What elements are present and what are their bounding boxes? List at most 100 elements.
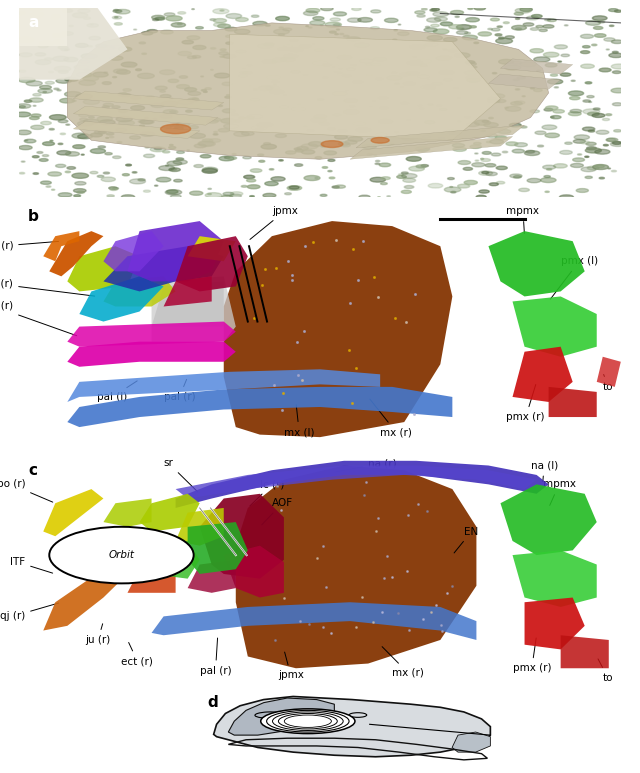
Circle shape <box>102 106 109 108</box>
Circle shape <box>398 126 402 128</box>
Circle shape <box>244 175 255 179</box>
Circle shape <box>113 156 121 158</box>
Circle shape <box>182 40 193 44</box>
Circle shape <box>547 169 552 170</box>
Circle shape <box>323 63 332 66</box>
Circle shape <box>354 43 370 48</box>
Circle shape <box>115 17 118 18</box>
Circle shape <box>201 76 204 77</box>
Circle shape <box>332 91 348 96</box>
Polygon shape <box>74 106 218 125</box>
Circle shape <box>221 196 233 199</box>
Circle shape <box>225 96 232 98</box>
Circle shape <box>90 172 98 174</box>
Circle shape <box>486 172 497 175</box>
Circle shape <box>337 73 346 76</box>
Circle shape <box>220 10 224 11</box>
Circle shape <box>595 34 606 37</box>
Circle shape <box>406 157 421 162</box>
Circle shape <box>226 42 234 44</box>
Circle shape <box>90 24 93 25</box>
Circle shape <box>105 152 112 155</box>
Circle shape <box>498 130 511 134</box>
Circle shape <box>101 177 115 182</box>
Circle shape <box>35 60 51 65</box>
Circle shape <box>522 96 525 97</box>
Circle shape <box>606 114 612 116</box>
Circle shape <box>118 110 127 112</box>
Circle shape <box>238 74 248 77</box>
Circle shape <box>112 106 120 108</box>
Circle shape <box>60 98 74 103</box>
Circle shape <box>466 18 479 22</box>
Circle shape <box>406 120 411 121</box>
Circle shape <box>17 130 31 135</box>
Circle shape <box>221 118 236 123</box>
Circle shape <box>312 43 315 44</box>
Circle shape <box>233 120 241 122</box>
Circle shape <box>214 73 230 78</box>
Circle shape <box>593 26 603 29</box>
Circle shape <box>458 97 461 98</box>
Circle shape <box>492 73 497 74</box>
Circle shape <box>444 38 457 42</box>
Circle shape <box>377 77 380 78</box>
Circle shape <box>75 182 86 185</box>
Polygon shape <box>188 522 248 574</box>
Circle shape <box>165 189 182 195</box>
Circle shape <box>196 26 204 29</box>
Circle shape <box>154 118 157 120</box>
Text: EN: EN <box>454 526 479 553</box>
Circle shape <box>187 36 200 39</box>
Circle shape <box>96 44 108 48</box>
Circle shape <box>84 70 90 71</box>
Circle shape <box>490 18 499 21</box>
Circle shape <box>438 132 447 135</box>
Circle shape <box>294 164 303 166</box>
Circle shape <box>53 40 63 43</box>
Circle shape <box>170 169 177 170</box>
Circle shape <box>564 142 572 145</box>
Circle shape <box>52 18 57 19</box>
Circle shape <box>169 168 180 172</box>
Circle shape <box>531 15 542 18</box>
Polygon shape <box>230 34 500 140</box>
Polygon shape <box>67 246 140 291</box>
Polygon shape <box>127 221 224 281</box>
Circle shape <box>499 60 514 64</box>
Circle shape <box>489 183 499 186</box>
Polygon shape <box>44 231 79 261</box>
Circle shape <box>90 133 102 137</box>
Circle shape <box>276 16 289 21</box>
Polygon shape <box>67 322 236 346</box>
Circle shape <box>260 106 268 107</box>
Circle shape <box>345 141 357 144</box>
Circle shape <box>428 104 433 106</box>
Circle shape <box>340 33 344 35</box>
Circle shape <box>381 182 387 185</box>
Circle shape <box>496 100 506 103</box>
Circle shape <box>577 154 582 155</box>
Text: c: c <box>28 463 37 478</box>
Circle shape <box>378 196 380 197</box>
Circle shape <box>545 191 549 192</box>
Polygon shape <box>188 237 236 261</box>
Polygon shape <box>452 732 490 752</box>
Circle shape <box>17 12 25 15</box>
Circle shape <box>271 61 277 63</box>
Circle shape <box>76 94 92 99</box>
Circle shape <box>612 51 618 53</box>
Polygon shape <box>525 598 585 649</box>
Circle shape <box>107 195 115 197</box>
Text: mpmx: mpmx <box>506 206 540 233</box>
Circle shape <box>415 59 432 64</box>
Circle shape <box>611 40 623 43</box>
Circle shape <box>497 182 505 184</box>
Circle shape <box>250 169 262 172</box>
Circle shape <box>161 30 173 34</box>
Polygon shape <box>175 237 248 291</box>
Circle shape <box>143 154 155 158</box>
Circle shape <box>451 11 463 15</box>
Text: ect (r): ect (r) <box>0 279 95 296</box>
Circle shape <box>422 9 427 10</box>
